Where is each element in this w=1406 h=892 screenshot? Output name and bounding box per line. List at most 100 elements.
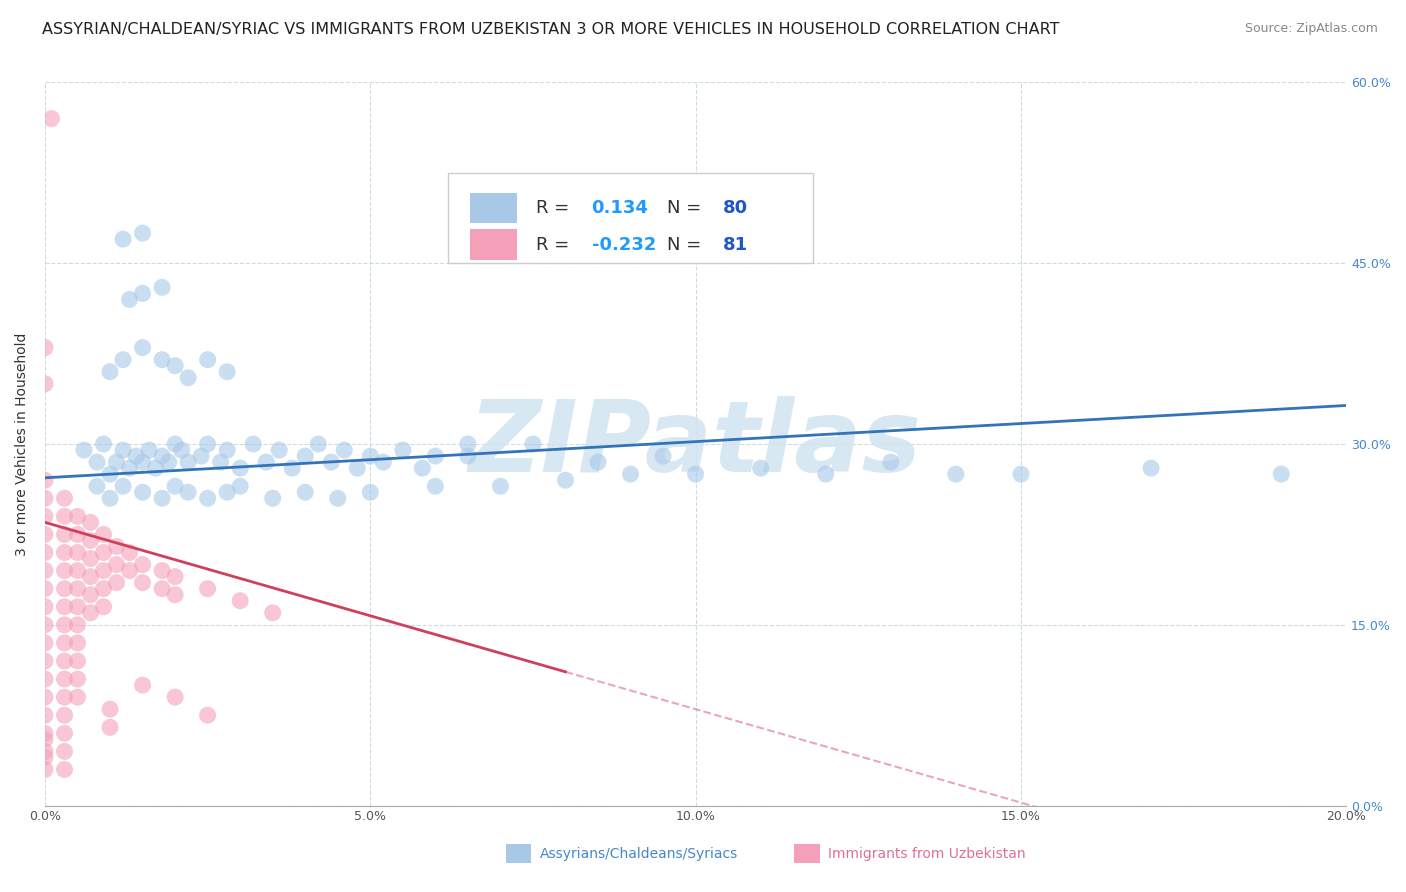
Point	[66, 599, 89, 614]
Point	[619, 467, 641, 482]
Point	[86, 455, 108, 469]
Point	[489, 479, 512, 493]
Point	[281, 461, 304, 475]
Point	[125, 449, 148, 463]
Text: ZIPatlas: ZIPatlas	[470, 395, 922, 492]
Point	[53, 582, 76, 596]
Text: Immigrants from Uzbekistan: Immigrants from Uzbekistan	[828, 847, 1026, 861]
Point	[262, 606, 284, 620]
Point	[105, 558, 128, 572]
Point	[522, 437, 544, 451]
Point	[118, 545, 141, 559]
Point	[150, 449, 173, 463]
Point	[34, 617, 56, 632]
Point	[79, 588, 101, 602]
Point	[79, 569, 101, 583]
Point	[138, 443, 160, 458]
Point	[93, 564, 115, 578]
Point	[177, 455, 200, 469]
Point	[217, 485, 239, 500]
Point	[79, 606, 101, 620]
Point	[34, 690, 56, 705]
Point	[307, 437, 329, 451]
Point	[749, 461, 772, 475]
Point	[105, 575, 128, 590]
Point	[170, 443, 193, 458]
Point	[86, 479, 108, 493]
Point	[197, 352, 219, 367]
Point	[326, 491, 349, 506]
Text: 0.134: 0.134	[592, 199, 648, 217]
Point	[93, 527, 115, 541]
Point	[93, 545, 115, 559]
Point	[34, 750, 56, 764]
Point	[66, 509, 89, 524]
Point	[131, 678, 153, 692]
Point	[34, 654, 56, 668]
Point	[112, 232, 135, 246]
Point	[73, 443, 96, 458]
Point	[392, 443, 415, 458]
Point	[34, 341, 56, 355]
Point	[53, 763, 76, 777]
Point	[53, 726, 76, 740]
Point	[98, 365, 121, 379]
Point	[93, 582, 115, 596]
Point	[373, 455, 395, 469]
Point	[98, 720, 121, 734]
Point	[53, 654, 76, 668]
Point	[105, 540, 128, 554]
Point	[98, 702, 121, 716]
Point	[79, 533, 101, 548]
Point	[177, 370, 200, 384]
Point	[53, 744, 76, 758]
Point	[53, 491, 76, 506]
Point	[34, 599, 56, 614]
Point	[321, 455, 343, 469]
Point	[880, 455, 903, 469]
Point	[66, 527, 89, 541]
Text: Assyrians/Chaldeans/Syriacs: Assyrians/Chaldeans/Syriacs	[540, 847, 738, 861]
Point	[217, 365, 239, 379]
Point	[34, 473, 56, 487]
Point	[425, 479, 447, 493]
Point	[150, 491, 173, 506]
Point	[425, 449, 447, 463]
Point	[34, 509, 56, 524]
Point	[945, 467, 967, 482]
Point	[217, 443, 239, 458]
Point	[66, 564, 89, 578]
Point	[53, 527, 76, 541]
Point	[34, 582, 56, 596]
Point	[262, 491, 284, 506]
Point	[1140, 461, 1163, 475]
Point	[685, 467, 707, 482]
Point	[79, 551, 101, 566]
Point	[66, 582, 89, 596]
Point	[294, 449, 316, 463]
Point	[53, 599, 76, 614]
Point	[242, 437, 264, 451]
Y-axis label: 3 or more Vehicles in Household: 3 or more Vehicles in Household	[15, 333, 30, 556]
Text: Source: ZipAtlas.com: Source: ZipAtlas.com	[1244, 22, 1378, 36]
Point	[197, 708, 219, 723]
Point	[34, 491, 56, 506]
Point	[53, 545, 76, 559]
Bar	[471, 193, 517, 223]
Point	[93, 437, 115, 451]
Point	[34, 564, 56, 578]
Point	[105, 455, 128, 469]
Point	[814, 467, 837, 482]
Point	[131, 226, 153, 240]
Point	[150, 564, 173, 578]
Point	[165, 569, 187, 583]
Text: ASSYRIAN/CHALDEAN/SYRIAC VS IMMIGRANTS FROM UZBEKISTAN 3 OR MORE VEHICLES IN HOU: ASSYRIAN/CHALDEAN/SYRIAC VS IMMIGRANTS F…	[42, 22, 1060, 37]
Point	[197, 582, 219, 596]
Point	[34, 545, 56, 559]
Point	[165, 359, 187, 373]
Point	[652, 449, 675, 463]
Point	[197, 437, 219, 451]
Point	[34, 708, 56, 723]
Point	[359, 485, 381, 500]
Point	[157, 455, 180, 469]
